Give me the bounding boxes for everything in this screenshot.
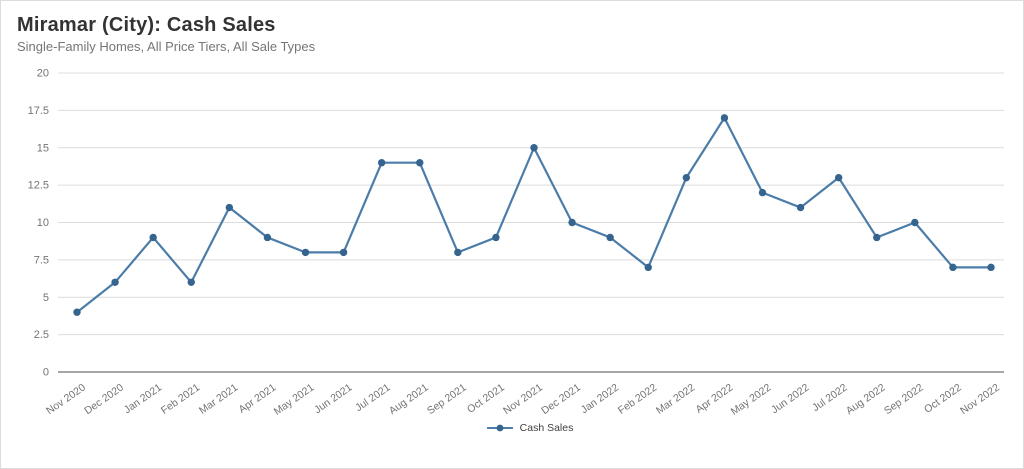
x-tick-label: Mar 2022	[654, 381, 697, 416]
chart-title: Miramar (City): Cash Sales	[17, 14, 276, 36]
data-point[interactable]	[492, 233, 500, 242]
x-tick-label: Nov 2022	[958, 381, 1002, 417]
y-tick-label: 5	[43, 292, 49, 304]
data-point[interactable]	[149, 233, 157, 242]
x-tick-label: Apr 2022	[693, 381, 735, 415]
legend-item-cash-sales[interactable]: Cash Sales	[486, 422, 574, 434]
data-point[interactable]	[606, 233, 614, 242]
data-point[interactable]	[682, 173, 691, 182]
data-point[interactable]	[758, 188, 767, 197]
x-tick-label: Sep 2022	[882, 381, 926, 417]
x-tick-label: Jan 2022	[579, 381, 621, 416]
x-tick-label: May 2021	[272, 381, 317, 417]
x-tick-label: Sep 2021	[425, 381, 469, 417]
legend-line-marker-icon	[486, 424, 513, 432]
data-point[interactable]	[377, 159, 386, 167]
y-tick-label: 10	[37, 217, 49, 229]
x-tick-label: Jan 2021	[122, 381, 164, 416]
chart-legend: Cash Sales	[19, 422, 1023, 434]
y-tick-label: 7.5	[34, 254, 49, 266]
x-tick-label: Feb 2021	[159, 381, 202, 416]
data-point[interactable]	[987, 263, 995, 272]
x-tick-label: Apr 2021	[236, 381, 278, 415]
data-point[interactable]	[111, 278, 119, 286]
x-tick-label: Feb 2022	[616, 381, 659, 416]
x-tick-label: Nov 2020	[44, 381, 88, 417]
data-point[interactable]	[530, 144, 538, 152]
data-point[interactable]	[873, 233, 881, 242]
x-tick-label: Jul 2022	[810, 381, 850, 414]
y-tick-label: 2.5	[34, 329, 49, 341]
y-tick-label: 15	[37, 142, 49, 154]
x-tick-label: Jun 2021	[312, 381, 354, 416]
x-tick-label: Dec 2021	[539, 381, 583, 417]
data-point[interactable]	[416, 159, 424, 167]
data-point[interactable]	[225, 203, 234, 212]
x-tick-label: Mar 2021	[197, 381, 240, 416]
chart-subtitle: Single-Family Homes, All Price Tiers, Al…	[17, 39, 316, 54]
data-point[interactable]	[187, 278, 195, 286]
data-point[interactable]	[911, 218, 919, 227]
data-point[interactable]	[834, 173, 843, 182]
legend-label: Cash Sales	[519, 422, 574, 434]
data-point[interactable]	[454, 248, 462, 257]
x-tick-label: May 2022	[729, 381, 774, 417]
x-tick-label: Dec 2020	[82, 381, 126, 417]
y-tick-label: 17.5	[28, 105, 49, 117]
x-tick-label: Oct 2021	[465, 381, 507, 415]
data-point[interactable]	[720, 114, 729, 122]
x-tick-label: Aug 2021	[387, 381, 431, 417]
data-point[interactable]	[568, 218, 576, 227]
data-point[interactable]	[949, 263, 957, 272]
data-point[interactable]	[73, 308, 81, 316]
legend-dot	[496, 424, 504, 432]
x-tick-label: Aug 2022	[844, 381, 888, 417]
x-tick-label: Oct 2022	[922, 381, 964, 415]
y-tick-label: 12.5	[28, 180, 49, 192]
y-tick-label: 0	[43, 367, 49, 379]
data-point[interactable]	[263, 233, 272, 242]
x-tick-label: Nov 2021	[501, 381, 545, 417]
x-tick-label: Jul 2021	[353, 381, 393, 414]
data-point[interactable]	[301, 248, 310, 257]
x-tick-label: Jun 2022	[769, 381, 811, 416]
y-tick-label: 20	[37, 68, 49, 80]
data-point[interactable]	[796, 203, 805, 212]
data-point[interactable]	[644, 263, 652, 272]
data-point[interactable]	[339, 248, 348, 257]
